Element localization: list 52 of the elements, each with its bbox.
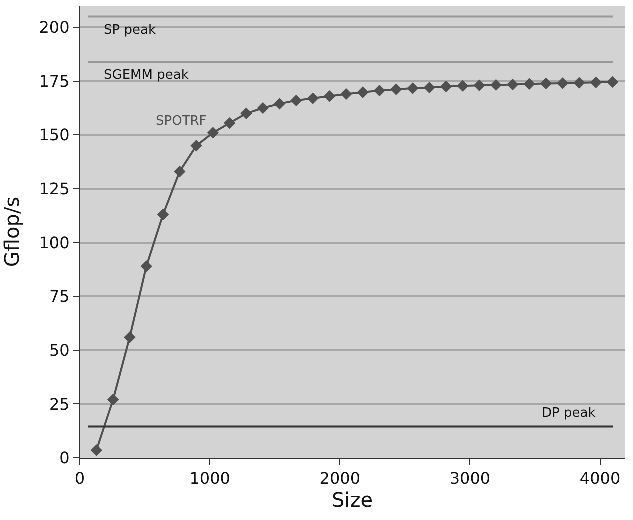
- x-tick-label: 4000: [580, 469, 621, 488]
- point: [374, 84, 386, 97]
- point: [440, 80, 452, 93]
- point: [390, 84, 402, 96]
- y-axis-title: Gflop/s: [0, 196, 24, 268]
- point: [140, 260, 152, 272]
- point: [124, 332, 136, 344]
- x-axis-title: Size: [332, 488, 374, 512]
- point: [174, 166, 186, 178]
- point: [407, 82, 419, 94]
- point: [324, 90, 336, 102]
- point: [424, 82, 436, 94]
- y-tick-label: 150: [39, 126, 70, 145]
- x-tick-label: 2000: [320, 469, 360, 488]
- point: [490, 79, 502, 92]
- point: [290, 94, 302, 107]
- point: [507, 78, 519, 91]
- y-tick-label: 0: [60, 448, 70, 468]
- series-label: SPOTRF: [156, 114, 207, 129]
- y-tick-label: 200: [39, 18, 70, 38]
- ref-line-label: SGEMM peak: [104, 68, 190, 83]
- point: [274, 98, 286, 110]
- x-tick-label: 1000: [190, 469, 230, 488]
- ref-line-label: SP peak: [104, 23, 156, 38]
- point: [190, 140, 202, 152]
- y-tick-label: 125: [39, 180, 70, 199]
- point: [307, 92, 319, 104]
- point: [524, 78, 536, 90]
- y-tick-label: 50: [49, 340, 70, 360]
- y-tick-label: 75: [49, 287, 70, 306]
- point: [107, 394, 120, 406]
- point: [157, 208, 170, 221]
- point: [224, 117, 236, 130]
- y-tick-label: 25: [49, 394, 70, 414]
- point: [90, 444, 102, 456]
- y-tick-label: 100: [39, 233, 70, 252]
- point: [257, 102, 269, 114]
- ref-line-label: DP peak: [542, 406, 596, 421]
- x-tick-label: 3000: [450, 469, 491, 488]
- x-tick-label: 0: [74, 469, 86, 488]
- point: [357, 86, 369, 98]
- point: [340, 88, 352, 100]
- point: [474, 80, 486, 92]
- y-tick-label: 175: [39, 72, 70, 91]
- point: [207, 127, 220, 139]
- point: [556, 78, 569, 90]
- point: [590, 76, 602, 88]
- point: [540, 78, 552, 90]
- point: [457, 80, 469, 92]
- point: [606, 76, 619, 88]
- point: [240, 108, 252, 120]
- point: [574, 77, 586, 89]
